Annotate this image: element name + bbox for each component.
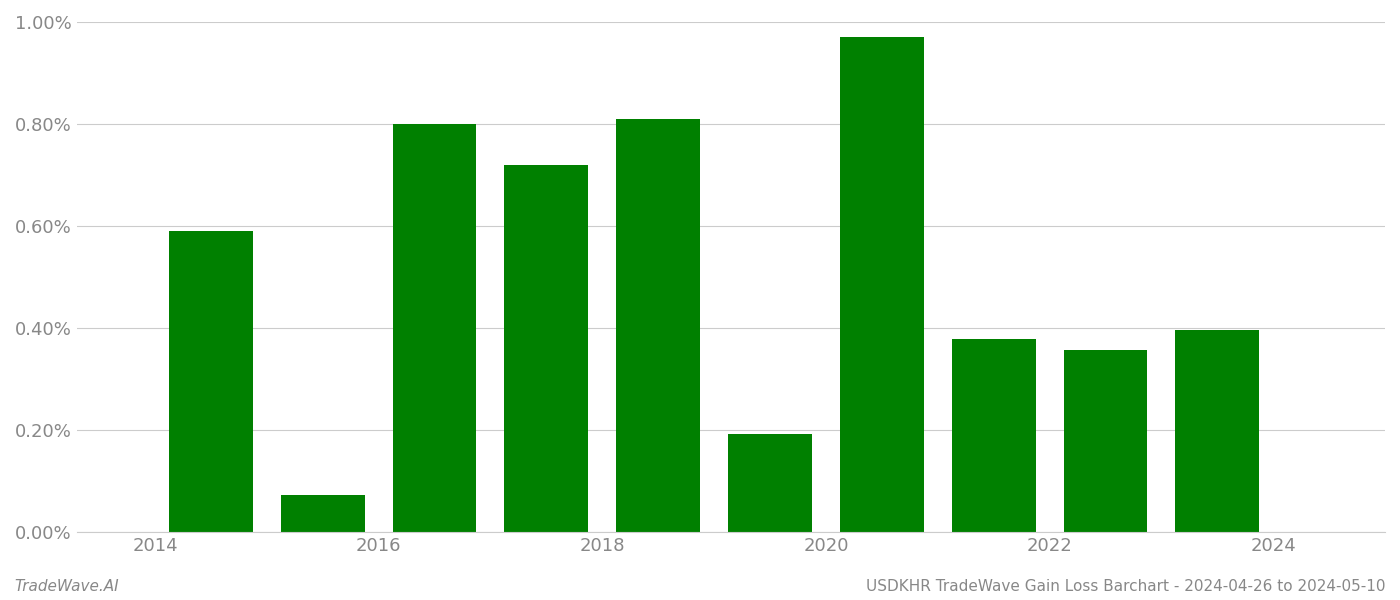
Bar bbox=[281, 495, 364, 532]
Bar bbox=[1176, 329, 1259, 532]
Bar bbox=[616, 119, 700, 532]
Bar bbox=[728, 434, 812, 532]
Text: TradeWave.AI: TradeWave.AI bbox=[14, 579, 119, 594]
Bar bbox=[952, 340, 1036, 532]
Bar bbox=[169, 231, 253, 532]
Bar bbox=[392, 124, 476, 532]
Bar bbox=[504, 165, 588, 532]
Bar bbox=[1064, 350, 1148, 532]
Bar bbox=[840, 37, 924, 532]
Text: USDKHR TradeWave Gain Loss Barchart - 2024-04-26 to 2024-05-10: USDKHR TradeWave Gain Loss Barchart - 20… bbox=[867, 579, 1386, 594]
